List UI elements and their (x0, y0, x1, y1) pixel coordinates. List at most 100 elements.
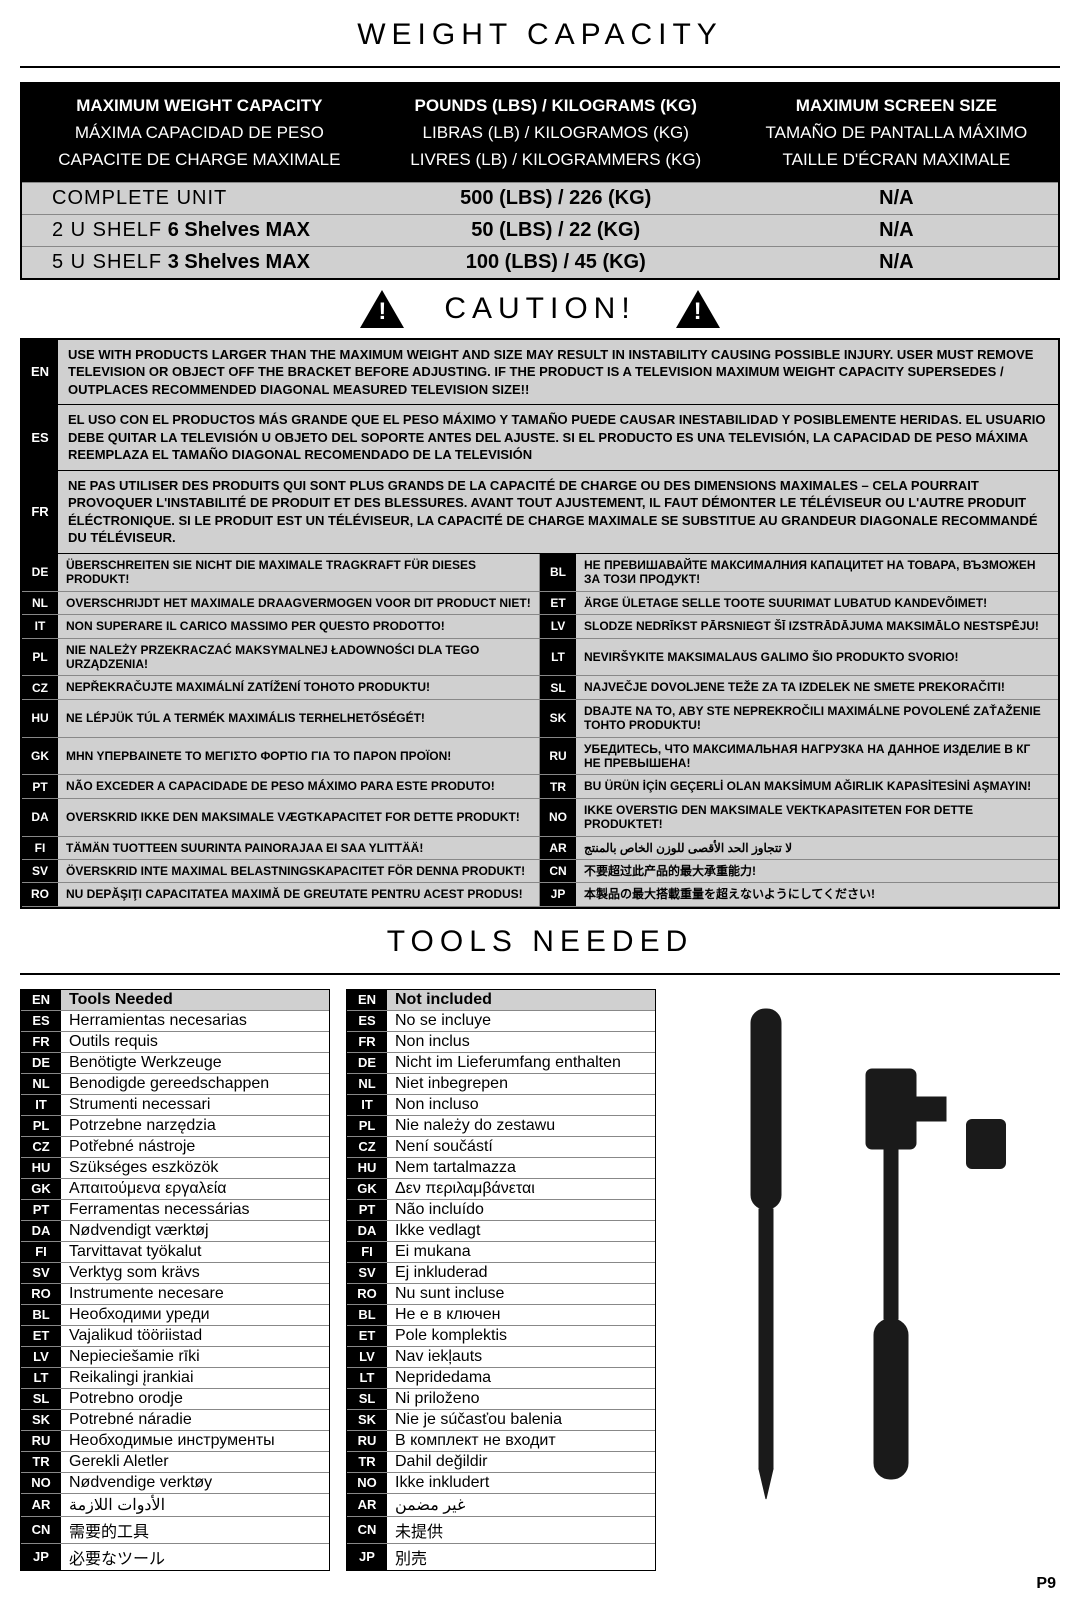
tools-row: NLBenodigde gereedschappen (21, 1074, 329, 1095)
tools-row: LTReikalingi įrankiai (21, 1368, 329, 1389)
lang-code: EN (22, 340, 58, 405)
tools-row: FIEi mukana (347, 1242, 655, 1263)
wc-cell: 2 U SHELF 6 Shelves MAX (21, 214, 377, 246)
tools-text: Необходими уреди (61, 1305, 329, 1325)
lang-code: ES (347, 1011, 387, 1031)
lang-code: GK (347, 1179, 387, 1199)
warning-text: НЕ ПРЕВИШАВАЙТЕ МАКСИМАЛНИЯ КАПАЦИТЕТ НА… (576, 554, 1058, 591)
warning-cell: GKΜΗΝ ΥΠΕΡΒΑΙΝΕΤΕ ΤΟ ΜΕΓΙΣΤΟ ΦΟΡΤΙΟ ΓΙΑ … (22, 738, 540, 776)
tools-text: Необходимые инструменты (61, 1431, 329, 1451)
lang-code: TR (21, 1452, 61, 1472)
tools-text: Strumenti necessari (61, 1095, 329, 1115)
tools-row: HUNem tartalmazza (347, 1158, 655, 1179)
tools-row: CN未提供 (347, 1517, 655, 1544)
tools-row: SVEj inkluderad (347, 1263, 655, 1284)
warning-text: 不要超过此产品的最大承重能力! (576, 860, 1058, 882)
lang-code: NL (22, 592, 58, 614)
warning-cell: RUУБЕДИТЕСЬ, ЧТО МАКСИМАЛЬНАЯ НАГРУЗКА Н… (540, 738, 1058, 776)
lang-code: SV (347, 1263, 387, 1283)
tools-row: GKΑπαιτούμενα εργαλεία (21, 1179, 329, 1200)
warning-cell: TRBU ÜRÜN İÇİN GEÇERLİ OLAN MAKSİMUM AĞI… (540, 775, 1058, 798)
warning-cell: LTNEVIRŠYKITE MAKSIMALAUS GALIMO ŠIO PRO… (540, 639, 1058, 677)
lang-code: BL (540, 554, 576, 591)
tools-text: Potrebné náradie (61, 1410, 329, 1430)
warning-text: لا تتجاوز الحد الأقصى للوزن الخاص بالمنت… (576, 837, 1058, 859)
wc-cell: N/A (735, 246, 1059, 279)
warning-cell: JP本製品の最大搭載重量を超えないようにしてください! (540, 883, 1058, 906)
lang-code: CN (540, 860, 576, 882)
wc-row: 5 U SHELF 3 Shelves MAX100 (LBS) / 45 (K… (21, 246, 1059, 279)
tools-row: BLНеобходими уреди (21, 1305, 329, 1326)
lang-code: NO (21, 1473, 61, 1493)
lang-code: HU (347, 1158, 387, 1178)
tools-text: 必要なツール (61, 1544, 329, 1570)
lang-code: NL (21, 1074, 61, 1094)
wc-header-cell: POUNDS (LBS) / KILOGRAMS (KG)LIBRAS (LB)… (377, 83, 735, 182)
wc-header-cell: MAXIMUM SCREEN SIZETAMAÑO DE PANTALLA MÁ… (735, 83, 1059, 182)
lang-code: FI (347, 1242, 387, 1262)
weight-capacity-heading: WEIGHT CAPACITY (20, 18, 1060, 52)
tools-row: ITStrumenti necessari (21, 1095, 329, 1116)
warning-triangle-icon (360, 290, 404, 328)
warning-row: ENUSE WITH PRODUCTS LARGER THAN THE MAXI… (22, 340, 1058, 406)
tools-text: Nie je súčasťou balenia (387, 1410, 655, 1430)
wc-cell: 5 U SHELF 3 Shelves MAX (21, 246, 377, 279)
warning-cell: SLNAJVEČJE DOVOLJENE TEŽE ZA TA IZDELEK … (540, 676, 1058, 699)
tools-text: Nepridedama (387, 1368, 655, 1388)
tools-text: Outils requis (61, 1032, 329, 1052)
tools-text: Reikalingi įrankiai (61, 1368, 329, 1388)
warning-text: OVERSCHRIJDT HET MAXIMALE DRAAGVERMOGEN … (58, 592, 539, 614)
warning-cell: HUNE LÉPJÜK TÚL A TERMÉK MAXIMÁLIS TERHE… (22, 700, 540, 738)
wc-cell: N/A (735, 214, 1059, 246)
lang-code: FI (21, 1242, 61, 1262)
lang-code: NO (347, 1473, 387, 1493)
lang-code: SL (347, 1389, 387, 1409)
lang-code: TR (540, 775, 576, 797)
warning-cell: CZNEPŘEKRAČUJTE MAXIMÁLNÍ ZATÍŽENÍ TOHOT… (22, 676, 540, 699)
lang-code: TR (347, 1452, 387, 1472)
warning-cell: RONU DEPĂŞIŢI CAPACITATEA MAXIMĂ DE GREU… (22, 883, 540, 906)
wc-cell: 100 (LBS) / 45 (KG) (377, 246, 735, 279)
warning-text: ÜBERSCHREITEN SIE NICHT DIE MAXIMALE TRA… (58, 554, 539, 591)
lang-code: IT (22, 615, 58, 637)
tools-text: Non inclus (387, 1032, 655, 1052)
tools-text: Není součástí (387, 1137, 655, 1157)
tools-text: غير مضمن (387, 1494, 655, 1516)
divider (20, 66, 1060, 68)
tools-text: Benötigte Werkzeuge (61, 1053, 329, 1073)
tools-row: ENTools Needed (21, 990, 329, 1011)
tools-row: SKNie je súčasťou balenia (347, 1410, 655, 1431)
lang-code: RU (21, 1431, 61, 1451)
lang-code: DE (347, 1053, 387, 1073)
warning-cell: PTNÃO EXCEDER A CAPACIDADE DE PESO MÁXIM… (22, 775, 540, 798)
warning-text: NE LÉPJÜK TÚL A TERMÉK MAXIMÁLIS TERHELH… (58, 700, 539, 737)
lang-code: DA (21, 1221, 61, 1241)
lang-code: FR (21, 1032, 61, 1052)
tools-row: JP必要なツール (21, 1544, 329, 1570)
tools-grid: ENTools NeededESHerramientas necesariasF… (20, 989, 1060, 1571)
tools-row: ITNon incluso (347, 1095, 655, 1116)
tools-text: Nødvendigt værktøj (61, 1221, 329, 1241)
tools-row: TRDahil değildir (347, 1452, 655, 1473)
tools-row: DENicht im Lieferumfang enthalten (347, 1053, 655, 1074)
warning-text: TÄMÄN TUOTTEEN SUURINTA PAINORAJAA EI SA… (58, 837, 539, 859)
lang-code: RU (540, 738, 576, 775)
tools-text: Niet inbegrepen (387, 1074, 655, 1094)
caution-header: CAUTION! (20, 290, 1060, 328)
warning-cell: ITNON SUPERARE IL CARICO MASSIMO PER QUE… (22, 615, 540, 638)
tools-text: Tarvittavat työkalut (61, 1242, 329, 1262)
tools-row: NOIkke inkludert (347, 1473, 655, 1494)
lang-code: EN (347, 990, 387, 1010)
tools-row: ARالأدوات اللازمة (21, 1494, 329, 1517)
tools-text: Ej inkluderad (387, 1263, 655, 1283)
lang-code: RU (347, 1431, 387, 1451)
tools-text: Ikke vedlagt (387, 1221, 655, 1241)
tools-text: Não incluído (387, 1200, 655, 1220)
lang-code: LV (540, 615, 576, 637)
tools-text: Potřebné nástroje (61, 1137, 329, 1157)
tools-text: Gerekli Aletler (61, 1452, 329, 1472)
lang-code: FR (347, 1032, 387, 1052)
tools-text: 別売 (387, 1544, 655, 1570)
lang-code: ET (21, 1326, 61, 1346)
tools-row: DAIkke vedlagt (347, 1221, 655, 1242)
